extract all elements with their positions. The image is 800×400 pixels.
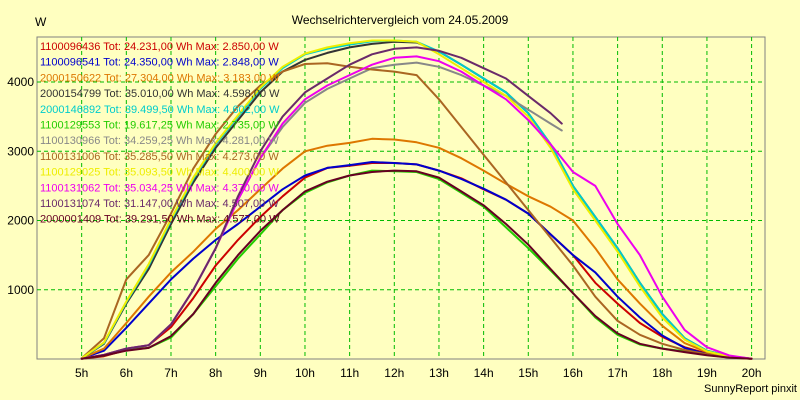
x-tick-label: 7h [164, 366, 177, 380]
grid [37, 37, 765, 359]
x-tick-label: 14h [474, 366, 494, 380]
y-axis-unit-label: W [35, 15, 47, 29]
y-tick-label: 1000 [7, 283, 34, 297]
plot-area [36, 36, 766, 360]
series-line-9 [80, 39, 753, 360]
legend-entry: 2000001409 Tot: 39.291,50 Wh Max: 4.577,… [40, 214, 280, 226]
x-tick-label: 17h [608, 366, 628, 380]
legend-entry: 1100096436 Tot: 24.231,00 Wh Max: 2.850,… [40, 41, 279, 53]
x-tick-label: 13h [429, 366, 449, 380]
x-tick-label: 12h [384, 366, 404, 380]
legend-entry: 2000146892 Tot: 39.499,50 Wh Max: 4.602,… [40, 104, 280, 116]
legend-entry: 1100129025 Tot: 35.093,50 Wh Max: 4.400,… [40, 167, 279, 179]
series-line-12 [80, 169, 753, 360]
x-tick-label: 5h [75, 366, 88, 380]
legend-entry: 1100131074 Tot: 31.147,00 Wh Max: 4.507,… [40, 198, 279, 210]
series-lines [80, 39, 753, 360]
series-line-2 [80, 161, 753, 360]
y-tick-label: 4000 [7, 75, 34, 89]
legend-entry: 2000154799 Tot: 35.010,00 Wh Max: 4.598,… [40, 88, 280, 100]
y-tick-label: 2000 [7, 214, 34, 228]
y-tick-label: 3000 [7, 144, 34, 158]
legend-entry: 1100129553 Tot: 19.617,25 Wh Max: 2.735,… [40, 120, 279, 132]
x-tick-label: 19h [697, 366, 717, 380]
x-tick-label: 11h [340, 366, 359, 380]
legend-entry: 1100131006 Tot: 35.285,50 Wh Max: 4.273,… [40, 151, 279, 163]
series-line-3 [80, 137, 753, 360]
axes: 5h 6h 7h 8h 9h 10h 11h 12h 13h 14h 15h 16h 17h 18h 19h… [7, 75, 761, 380]
x-tick-label: 6h [120, 366, 133, 380]
series-line-11 [80, 46, 563, 360]
x-tick-label: 10h [295, 366, 315, 380]
legend-entry: 1100096541 Tot: 24.350,00 Wh Max: 2.848,… [40, 57, 279, 69]
chart-title: Wechselrichtervergleich vom 24.05.2009 [292, 13, 509, 27]
legend: 1100096436 Tot: 24.231,00 Wh Max: 2.850,… [40, 41, 280, 226]
legend-entry: 1100130966 Tot: 34.259,25 Wh Max: 4.281,… [40, 135, 279, 147]
legend-entry: 2000150622 Tot: 27.304,00 Wh Max: 3.183,… [40, 72, 280, 84]
x-tick-label: 20h [742, 366, 762, 380]
x-tick-label: 15h [518, 366, 538, 380]
series-line-8 [80, 62, 753, 360]
x-tick-label: 18h [652, 366, 672, 380]
footer-credit: SunnyReport pinxit [704, 383, 797, 395]
legend-entry: 1100131062 Tot: 35.034,25 Wh Max: 4.370,… [40, 182, 279, 194]
x-tick-label: 9h [254, 366, 267, 380]
x-tick-label: 16h [563, 366, 583, 380]
x-tick-label: 8h [209, 366, 222, 380]
